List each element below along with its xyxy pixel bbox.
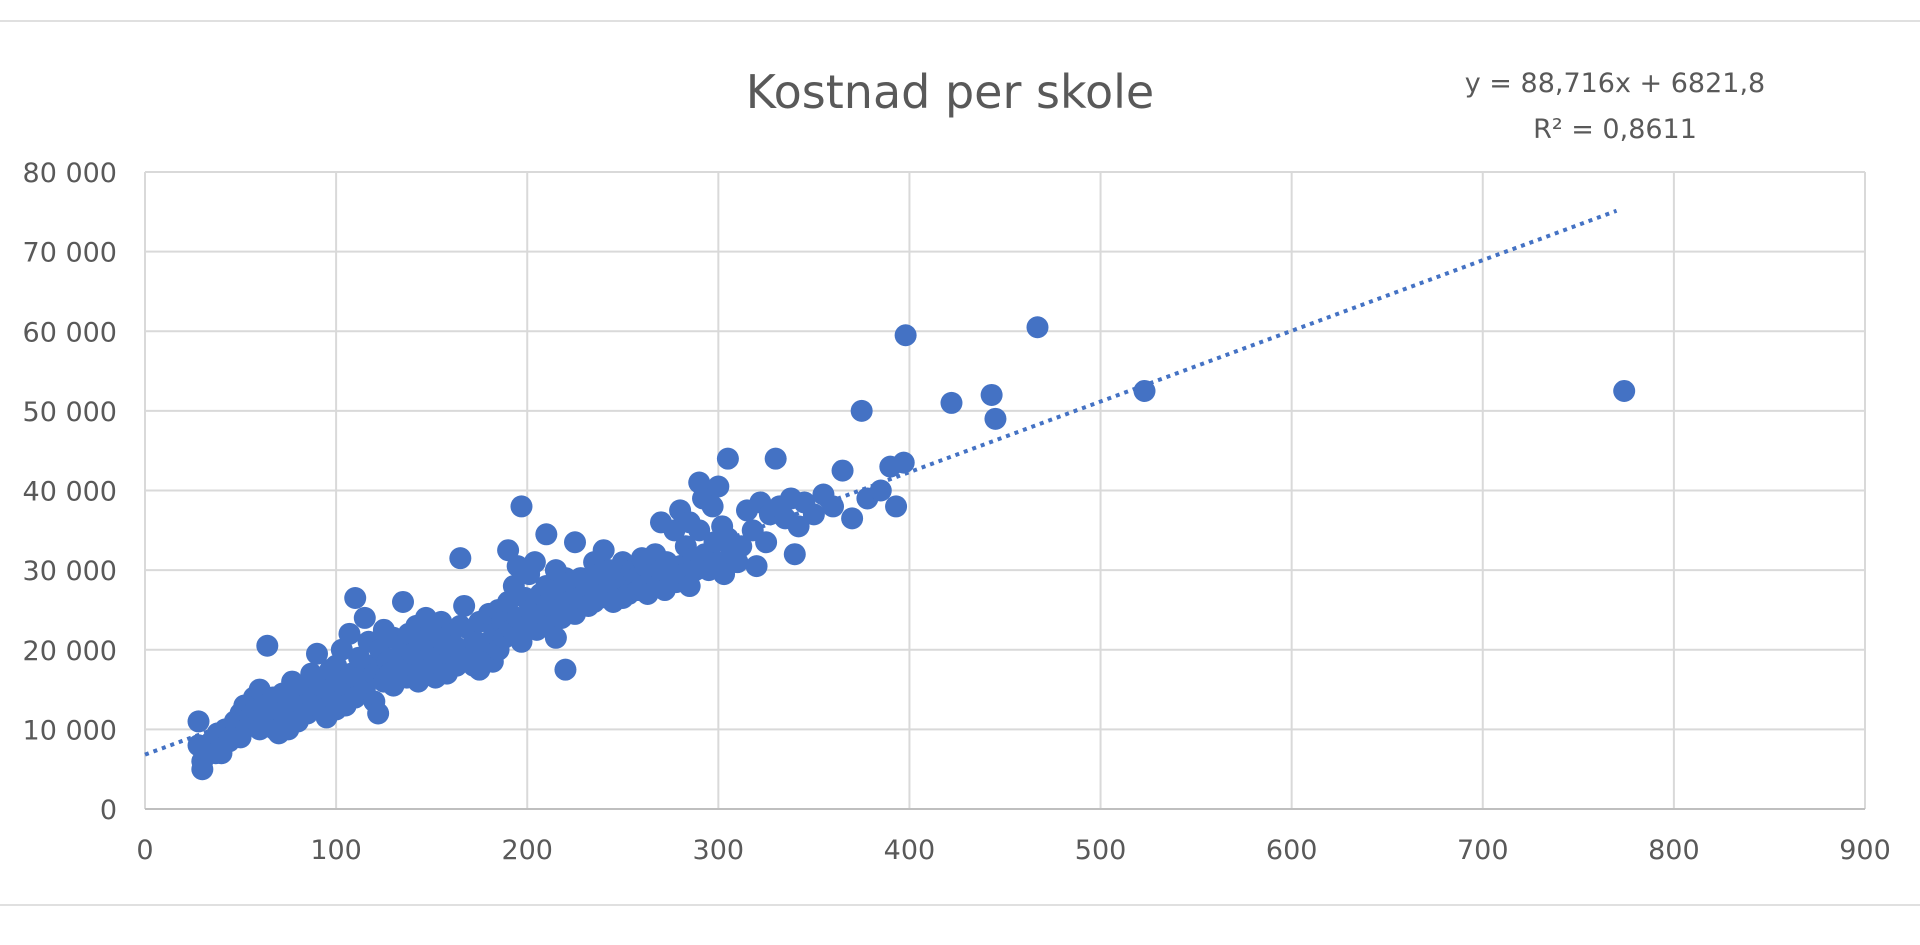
grid (144, 171, 1866, 810)
data-point (764, 447, 787, 470)
y-tick-label: 60 000 (23, 317, 117, 348)
data-point (449, 547, 472, 570)
data-point (392, 590, 414, 613)
data-point (892, 451, 915, 474)
data-point (554, 658, 577, 681)
x-tick-label: 0 (136, 835, 153, 866)
data-point (592, 539, 615, 562)
data-point (980, 383, 1003, 406)
data-point (353, 606, 376, 629)
x-tick-label: 900 (1839, 835, 1891, 866)
data-point (755, 531, 778, 554)
data-point (850, 399, 873, 422)
x-tick-label: 200 (501, 835, 553, 866)
y-tick-label: 40 000 (23, 477, 117, 508)
x-tick-label: 300 (693, 835, 745, 866)
data-point (344, 586, 367, 609)
y-tick-label: 30 000 (23, 556, 117, 587)
data-point (1133, 379, 1156, 402)
data-point (1026, 316, 1049, 339)
x-tick-label: 100 (310, 835, 362, 866)
data-point (984, 407, 1007, 430)
data-point (453, 594, 476, 617)
trendline-equation: y = 88,716x + 6821,8 (1465, 68, 1765, 99)
data-point (707, 475, 730, 498)
data-point (894, 324, 917, 347)
data-point (745, 555, 768, 578)
y-tick-label: 80 000 (23, 158, 117, 189)
x-tick-label: 800 (1648, 835, 1700, 866)
tick-labels: 0 10 000 20 000 30 000 40 000 50 000 60 000 70 … (23, 158, 1891, 866)
x-tick-label: 400 (884, 835, 936, 866)
y-tick-label: 0 (100, 795, 117, 826)
y-tick-label: 70 000 (23, 238, 117, 269)
data-points (187, 316, 1636, 781)
trendline-r-squared: R² = 0,8611 (1533, 114, 1697, 145)
data-point (701, 495, 724, 518)
chart-title: Kostnad per skole (746, 65, 1154, 119)
data-point (535, 523, 558, 546)
y-tick-label: 50 000 (23, 397, 117, 428)
data-point (716, 447, 739, 470)
y-tick-label: 10 000 (23, 715, 117, 746)
x-tick-label: 600 (1266, 835, 1318, 866)
data-point (783, 543, 806, 566)
data-point (940, 391, 963, 414)
data-point (367, 702, 390, 725)
data-point (191, 758, 214, 781)
data-point (822, 495, 844, 518)
data-point (564, 531, 586, 554)
data-point (802, 503, 825, 526)
data-point (1613, 379, 1636, 402)
x-tick-label: 700 (1457, 835, 1509, 866)
y-tick-label: 20 000 (23, 636, 117, 667)
data-point (841, 507, 864, 530)
data-point (885, 495, 908, 518)
data-point (544, 626, 567, 649)
data-point (510, 495, 533, 518)
x-tick-label: 500 (1075, 835, 1127, 866)
data-point (306, 642, 328, 665)
data-point (187, 710, 210, 733)
data-point (730, 535, 753, 558)
data-point (256, 634, 279, 657)
data-point (338, 622, 361, 645)
data-point (831, 459, 854, 482)
data-point (688, 519, 711, 542)
data-point (523, 551, 546, 574)
data-point (497, 539, 520, 562)
data-point (787, 515, 810, 538)
data-point (869, 479, 892, 502)
